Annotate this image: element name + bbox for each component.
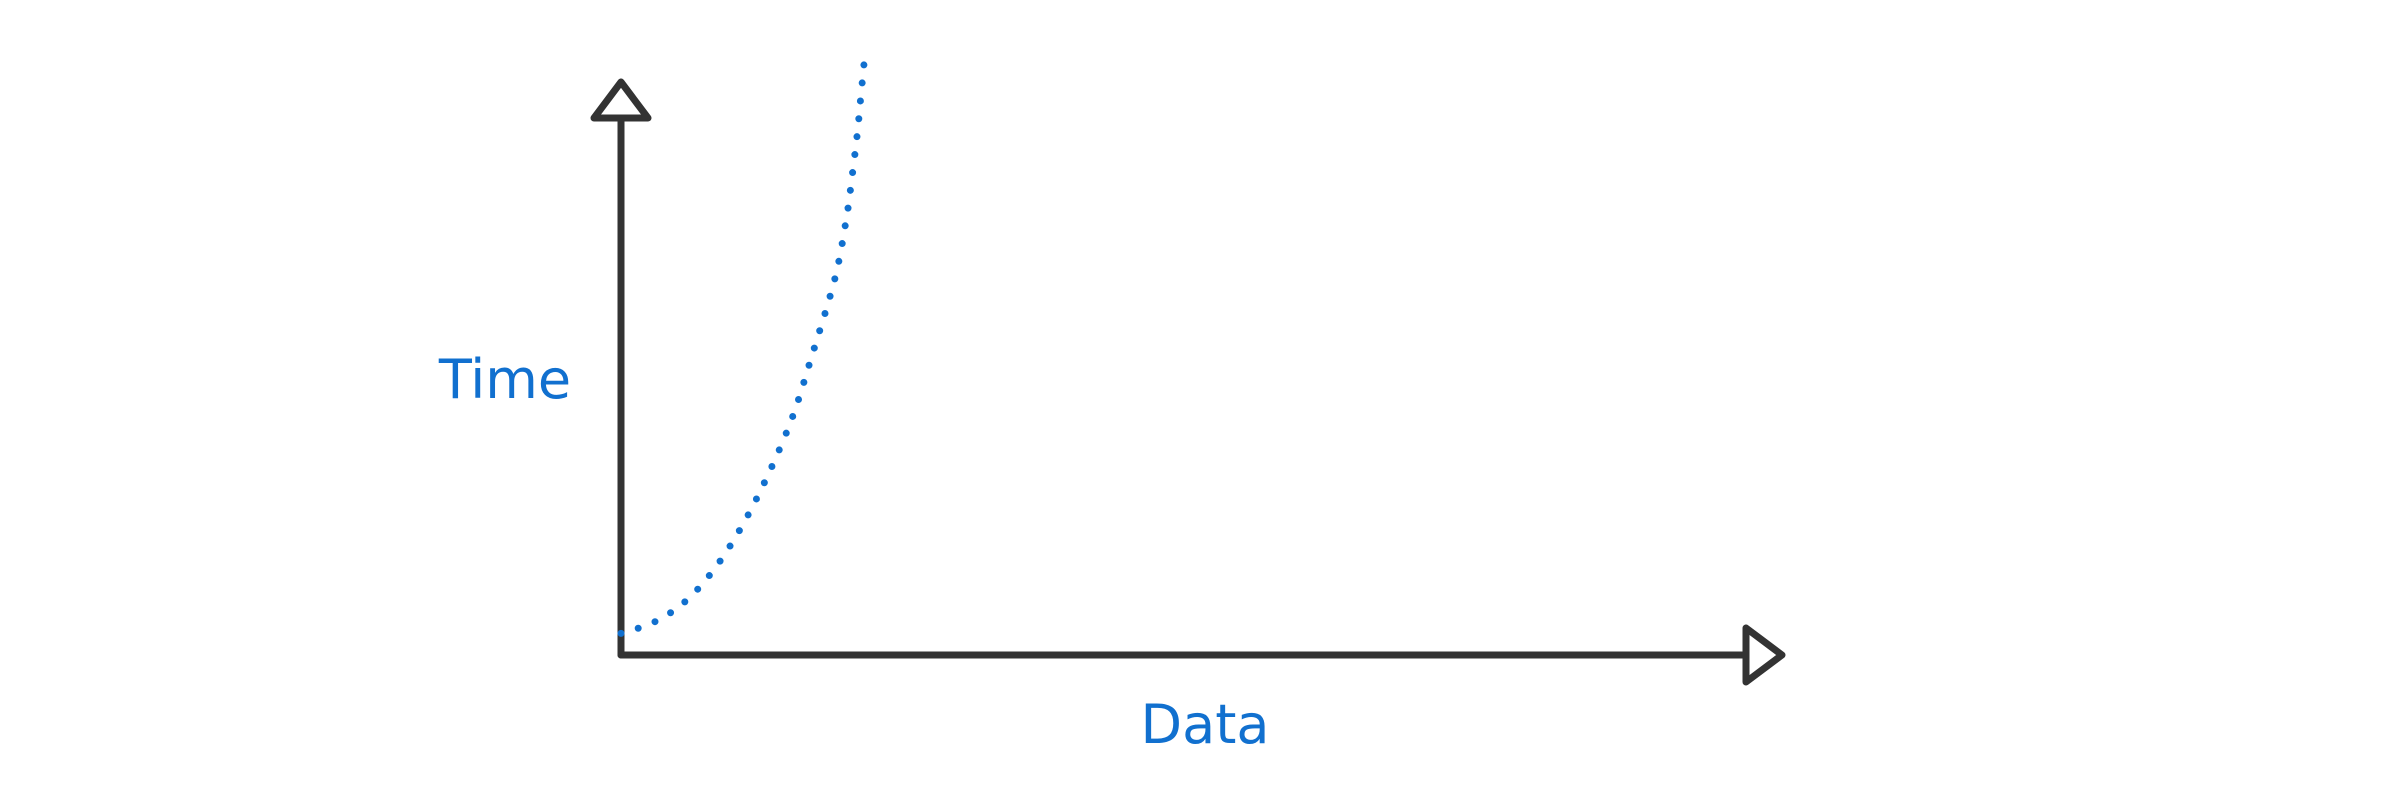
x-axis-label: Data bbox=[1141, 693, 1270, 756]
y-axis-label: Time bbox=[438, 348, 571, 411]
series-line bbox=[617, 60, 868, 637]
axes bbox=[590, 78, 1786, 686]
y-axis-arrowhead-icon bbox=[590, 78, 652, 122]
x-axis-arrowhead-icon bbox=[1742, 624, 1786, 686]
